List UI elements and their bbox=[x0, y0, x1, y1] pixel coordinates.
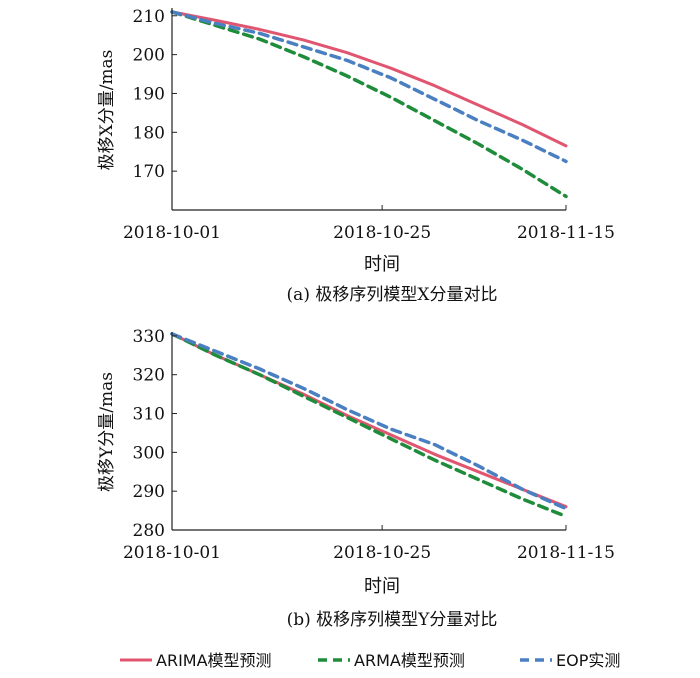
panel-b-ylabel: 极移Y分量/mas bbox=[97, 372, 117, 492]
legend-label-arima: ARIMA模型预测 bbox=[156, 651, 272, 670]
panel-b-x-ticks: 2018-10-01 2018-10-25 2018-11-15 bbox=[123, 525, 615, 563]
panel-a-x-ticks: 2018-10-01 2018-10-25 2018-11-15 bbox=[123, 205, 615, 243]
panel-a-series-arma bbox=[170, 10, 568, 199]
panel-b-y-tick-label: 320 bbox=[133, 366, 165, 386]
legend-label-arma: ARMA模型预测 bbox=[354, 651, 465, 670]
panel-a-y-ticks: 170 180 190 200 210 bbox=[133, 7, 177, 182]
legend-label-eop: EOP实测 bbox=[556, 651, 620, 670]
panel-b-x-tick-label: 2018-10-25 bbox=[333, 543, 431, 563]
panel-a-y-tick-label: 190 bbox=[133, 84, 165, 104]
panel-b-xlabel: 时间 bbox=[364, 576, 400, 597]
legend: ARIMA模型预测 ARMA模型预测 EOP实测 bbox=[120, 651, 620, 670]
panel-b-y-tick-label: 310 bbox=[133, 405, 165, 425]
panel-b-series-arma bbox=[170, 332, 568, 519]
panel-b-y-tick-label: 290 bbox=[133, 482, 165, 502]
panel-a-series-eop bbox=[170, 10, 568, 164]
panel-b-x-tick-label: 2018-11-15 bbox=[517, 543, 615, 563]
panel-a-x-tick-label: 2018-10-01 bbox=[123, 223, 221, 243]
panel-b-y-tick-label: 330 bbox=[133, 327, 165, 347]
panel-a-y-tick-label: 170 bbox=[133, 162, 165, 182]
panel-b-series bbox=[170, 332, 568, 519]
panel-a-ylabel: 极移X分量/mas bbox=[97, 50, 117, 171]
panel-a-xlabel: 时间 bbox=[364, 254, 400, 275]
panel-a-y-tick-label: 180 bbox=[133, 123, 165, 143]
panel-a-caption: (a) 极移序列模型X分量对比 bbox=[287, 285, 498, 305]
panel-a-y-tick-label: 200 bbox=[133, 46, 165, 66]
panel-a-y-tick-label: 210 bbox=[133, 7, 165, 27]
panel-b-caption: (b) 极移序列模型Y分量对比 bbox=[287, 610, 498, 630]
panel-b-x-tick-label: 2018-10-01 bbox=[123, 543, 221, 563]
panel-b-y-tick-label: 280 bbox=[133, 521, 165, 541]
panel-b-y-ticks: 280 290 300 310 320 330 bbox=[133, 327, 177, 541]
panel-b-y-tick-label: 300 bbox=[133, 443, 165, 463]
panel-b-series-arima bbox=[170, 332, 568, 509]
panel-a-x-tick-label: 2018-10-25 bbox=[333, 223, 431, 243]
panel-a-x-tick-label: 2018-11-15 bbox=[517, 223, 615, 243]
panel-a-series bbox=[170, 10, 568, 199]
panel-b-series-eop bbox=[170, 332, 568, 511]
panel-a-series-arima bbox=[170, 10, 568, 148]
